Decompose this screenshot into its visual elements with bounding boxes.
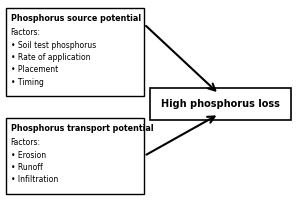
Text: Factors:
• Erosion
• Runoff
• Infiltration: Factors: • Erosion • Runoff • Infiltrati… <box>11 138 58 184</box>
FancyBboxPatch shape <box>6 8 144 96</box>
Text: Phosphorus transport potential: Phosphorus transport potential <box>11 124 153 133</box>
FancyBboxPatch shape <box>6 118 144 194</box>
Text: High phosphorus loss: High phosphorus loss <box>161 99 280 109</box>
Text: Phosphorus source potential: Phosphorus source potential <box>11 14 141 23</box>
FancyBboxPatch shape <box>150 88 291 120</box>
Text: Factors:
• Soil test phosphorus
• Rate of application
• Placement
• Timing: Factors: • Soil test phosphorus • Rate o… <box>11 28 96 87</box>
